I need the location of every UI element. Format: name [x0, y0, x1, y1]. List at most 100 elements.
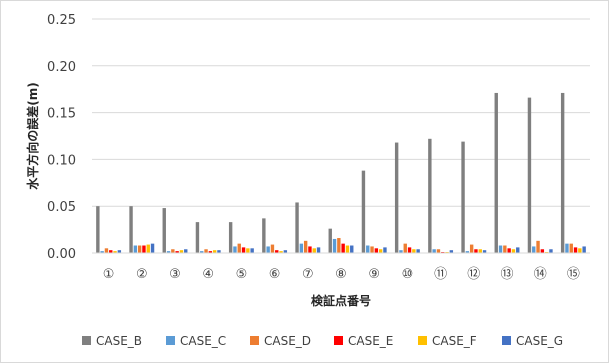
bar-case-b: [228, 222, 233, 253]
legend-swatch: [82, 336, 91, 345]
bar-case-b: [195, 222, 200, 253]
bar-case-f: [179, 250, 184, 253]
bar-case-f: [412, 249, 416, 253]
legend-label: CASE_G: [516, 334, 563, 348]
bar-case-e: [507, 248, 511, 253]
bar-case-d: [237, 243, 241, 253]
bar-case-d: [436, 249, 441, 253]
bar-case-d: [569, 243, 573, 253]
bar-case-d: [303, 240, 308, 253]
x-tick-label: ⑦: [302, 267, 314, 282]
bar-case-c: [366, 245, 370, 253]
legend-label: CASE_C: [180, 334, 226, 348]
legend-label: CASE_D: [264, 334, 311, 348]
legend-label: CASE_E: [348, 334, 393, 348]
bar-case-e: [341, 243, 345, 253]
y-tick-label: 0.15: [47, 107, 76, 122]
bar-case-d: [370, 246, 374, 253]
bar-case-d: [270, 244, 275, 253]
bar-case-c: [399, 250, 403, 253]
x-tick-label: ⑤: [236, 267, 248, 282]
bar-case-g: [582, 246, 586, 253]
bar-case-d: [337, 238, 341, 253]
bar-case-c: [565, 243, 569, 253]
bar-case-c: [332, 238, 337, 253]
bar-case-b: [262, 218, 266, 253]
bar-case-g: [516, 247, 520, 253]
bar-case-f: [378, 249, 383, 253]
bar-case-e: [175, 251, 179, 253]
x-tick-label: ⑧: [335, 267, 347, 282]
bar-case-f: [212, 250, 217, 253]
bar-case-c: [498, 245, 503, 253]
bar-case-c: [432, 249, 436, 253]
x-tick-label: ③: [169, 267, 181, 282]
bar-case-g: [283, 250, 288, 253]
bar-case-c: [233, 246, 237, 253]
bar-case-e: [109, 250, 113, 253]
bar-case-f: [478, 249, 482, 253]
bar-case-e: [275, 250, 279, 253]
bar-case-g: [350, 245, 354, 253]
bar-case-c: [266, 246, 270, 253]
y-axis-tick-labels: 0.00 0.05 0.10 0.15 0.20 0.25: [47, 13, 76, 262]
y-tick-label: 0.00: [47, 247, 76, 262]
x-tick-label: ⑥: [269, 267, 281, 282]
bar-case-g: [449, 250, 454, 253]
y-tick-label: 0.25: [47, 13, 76, 28]
x-tick-label: ⑮: [567, 267, 580, 282]
bar-case-e: [142, 245, 146, 253]
bar-case-c: [166, 251, 171, 253]
bar-case-g: [416, 249, 420, 253]
bar-case-e: [208, 251, 213, 253]
bar-case-e: [407, 247, 412, 253]
bar-case-b: [428, 138, 432, 253]
bar-case-d: [171, 249, 175, 253]
bar-case-g: [250, 248, 254, 253]
bar-case-c: [299, 243, 304, 253]
legend-label: CASE_F: [432, 334, 477, 348]
y-tick-label: 0.05: [47, 200, 76, 215]
x-tick-label: ⑬: [500, 267, 513, 282]
bar-case-e: [374, 248, 379, 253]
bar-case-b: [527, 97, 532, 254]
bar-case-b: [162, 208, 166, 253]
bar-case-f: [345, 245, 350, 253]
x-tick-label: ④: [202, 267, 214, 282]
x-tick-label: ⑫: [467, 267, 480, 282]
legend-swatch: [418, 336, 427, 345]
bar-case-g: [217, 250, 221, 253]
bar-case-e: [241, 247, 246, 253]
x-tick-label: ⑪: [434, 267, 447, 282]
bar-case-g: [316, 247, 321, 253]
bar-case-f: [578, 248, 582, 253]
bar-case-g: [482, 250, 487, 253]
bar-case-d: [536, 240, 540, 253]
bar-case-f: [511, 249, 516, 253]
bar-case-d: [137, 245, 142, 253]
bar-case-c: [133, 245, 138, 253]
bar-case-g: [549, 249, 553, 253]
bar-case-c: [532, 246, 536, 253]
legend-label: CASE_B: [96, 334, 142, 348]
bar-case-d: [104, 248, 109, 253]
x-tick-label: ②: [136, 267, 148, 282]
bar-case-b: [560, 92, 565, 253]
bar-case-b: [394, 142, 399, 253]
bar-case-b: [295, 202, 299, 253]
x-tick-label: ①: [103, 267, 115, 282]
bar-case-d: [403, 243, 407, 253]
bar-case-g: [184, 249, 188, 253]
grid-lines: [92, 18, 590, 207]
bar-case-d: [503, 245, 507, 253]
legend-swatch: [334, 336, 343, 345]
bars: [96, 92, 586, 254]
legend-swatch: [250, 336, 259, 345]
legend-swatch: [166, 336, 175, 345]
bar-case-f: [113, 251, 117, 253]
bar-case-f: [246, 248, 250, 253]
bar-case-e: [540, 249, 545, 253]
bar-case-c: [465, 251, 470, 253]
legend-swatch: [502, 336, 511, 345]
